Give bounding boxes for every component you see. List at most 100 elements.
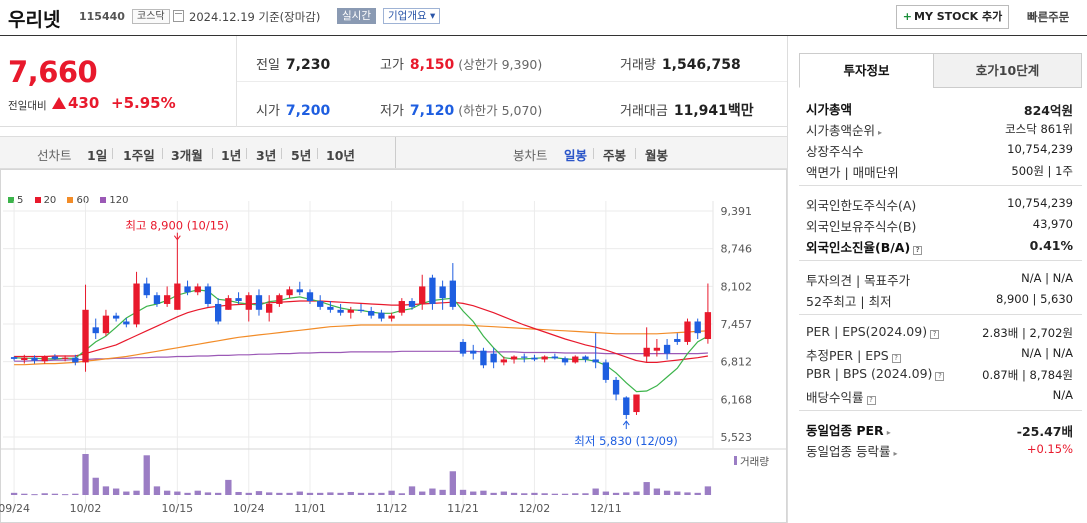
prev-close-value: 7,230: [285, 57, 331, 73]
x-tick-label: 10/02: [70, 502, 102, 515]
info-value: N/A | N/A: [1021, 271, 1073, 285]
info-key: 투자의견 | 목표주가: [806, 273, 911, 288]
info-help-icon[interactable]: ?: [891, 354, 901, 363]
stock-name: 우리넷: [8, 9, 61, 31]
period-5y[interactable]: 5년: [291, 148, 312, 163]
low-label: 저가: [380, 104, 404, 119]
info-value: 10,754,239: [1007, 196, 1073, 210]
trade-amount-value: 11,941백만: [673, 103, 754, 119]
candlestick-chart[interactable]: 9,391 8,746 8,102 7,457 6,812 6,168 5,523 09/24…: [0, 169, 787, 523]
info-row: PBR | BPS (2024.09)? 0.87배 | 8,784원: [799, 363, 1073, 384]
caret-right-icon[interactable]: ▸: [878, 128, 883, 137]
period-weekly[interactable]: 주봉: [603, 148, 627, 163]
low: 저가 7,120 (하한가 5,070): [380, 100, 542, 119]
legend-ma20: 20: [34, 195, 56, 206]
volume-bar: [643, 482, 650, 495]
info-key: 동일업종 PER ▸: [806, 423, 891, 438]
volume-bar: [61, 494, 69, 496]
candle-body: [694, 321, 701, 334]
legend-ma60: 60: [67, 195, 89, 206]
volume-bar: [112, 488, 120, 495]
candle-body: [388, 315, 395, 319]
line-chart-label[interactable]: 선차트: [37, 148, 72, 163]
info-row: 외국인한도주식수(A) 10,754,239: [799, 192, 1073, 213]
price-change-pct: +5.95%: [111, 94, 176, 112]
legend-ma120: 120: [100, 195, 129, 206]
caret-right-icon[interactable]: ▸: [893, 449, 898, 458]
info-help-icon[interactable]: ?: [866, 396, 876, 405]
candle-body: [41, 356, 48, 362]
info-help-icon[interactable]: ?: [935, 372, 945, 381]
add-mystock-button[interactable]: + MY STOCK 추가: [896, 5, 1009, 29]
info-value: 8,900 | 5,630: [995, 292, 1073, 306]
tab-investment-info[interactable]: 투자정보: [799, 53, 934, 88]
trade-amount-label: 거래대금: [620, 104, 668, 119]
quick-order-link[interactable]: 빠른주문: [1027, 10, 1070, 24]
x-tick-label: 09/24: [0, 502, 30, 515]
volume-bar: [510, 492, 518, 495]
period-monthly[interactable]: 월봉: [645, 148, 669, 163]
info-key: 외국인소진율(B/A)?: [806, 237, 923, 256]
change-label: 전일대비: [8, 100, 47, 112]
candle-body: [398, 301, 405, 313]
candle-body: [653, 347, 661, 351]
candle-body: [337, 309, 344, 313]
period-1y[interactable]: 1년: [221, 148, 242, 163]
info-value: 500원 | 1주: [1011, 164, 1073, 178]
period-1w[interactable]: 1주일: [123, 148, 155, 163]
x-tick-label: 12/02: [519, 502, 551, 515]
trade-amount: 거래대금 11,941백만: [620, 100, 754, 120]
legend-ma5: 5: [8, 195, 23, 206]
volume-bar: [561, 493, 569, 495]
volume-bar: [194, 490, 201, 495]
open-value: 7,200: [285, 103, 331, 119]
volume-bar: [31, 494, 38, 496]
period-1d[interactable]: 1일: [87, 148, 108, 163]
info-help-icon[interactable]: ?: [913, 246, 923, 255]
company-overview-dropdown[interactable]: 기업개요 ▾: [383, 8, 441, 24]
period-3m[interactable]: 3개월: [171, 148, 203, 163]
volume-bar: [694, 492, 701, 495]
info-value: 43,970: [1032, 217, 1073, 231]
realtime-badge[interactable]: 실시간: [337, 8, 376, 24]
tab-order-book-10[interactable]: 호가10단계: [933, 53, 1082, 88]
candle-body: [419, 286, 426, 304]
volume: 거래량 1,546,758: [620, 54, 741, 73]
candle-body: [480, 350, 487, 366]
volume-bar: [317, 492, 324, 495]
info-row[interactable]: 시가총액순위 ▸ 코스닥 861위: [799, 117, 1073, 138]
y-tick-label: 8,102: [721, 280, 753, 293]
high: 고가 8,150 (상한가 9,390): [380, 54, 542, 73]
info-help-icon[interactable]: ?: [930, 330, 940, 339]
volume-bar: [72, 493, 79, 495]
volume-bar: [245, 492, 252, 495]
period-3y[interactable]: 3년: [256, 148, 277, 163]
y-tick-label: 8,746: [721, 243, 753, 256]
volume-bar: [102, 486, 110, 495]
volume-bar: [357, 492, 365, 495]
volume-bar: [439, 489, 446, 495]
period-10y[interactable]: 10년: [326, 148, 355, 163]
y-tick-label: 7,457: [721, 318, 753, 331]
candle-body: [592, 359, 599, 363]
divider: [799, 314, 1082, 315]
candle-body: [490, 353, 497, 363]
volume-bar: [337, 492, 344, 495]
divider: [799, 260, 1082, 261]
candle-chart-label[interactable]: 봉차트: [513, 148, 548, 163]
candle-body: [582, 356, 589, 360]
volume-bar: [602, 491, 610, 495]
volume-bar: [653, 488, 661, 495]
info-row[interactable]: 동일업종 PER ▸ -25.47배: [799, 417, 1073, 439]
volume-bar: [51, 493, 59, 495]
current-price: 7,660: [8, 55, 98, 89]
candle-body: [327, 306, 334, 310]
price-chart[interactable]: 5 20 60 120 9,391 8,746 8,102 7,457 6,812 6,1…: [0, 169, 787, 523]
caret-right-icon[interactable]: ▸: [886, 428, 891, 437]
volume-bar: [276, 492, 283, 495]
period-daily[interactable]: 일봉: [564, 148, 588, 163]
candle-body: [112, 315, 120, 319]
chart-period-bar: 선차트 1일 1주일 3개월 1년 3년 5년 10년 봉차트 일봉 주봉 월봉: [0, 136, 787, 169]
info-row[interactable]: 동일업종 등락률 ▸ +0.15%: [799, 438, 1073, 459]
volume-bar: [255, 491, 263, 495]
